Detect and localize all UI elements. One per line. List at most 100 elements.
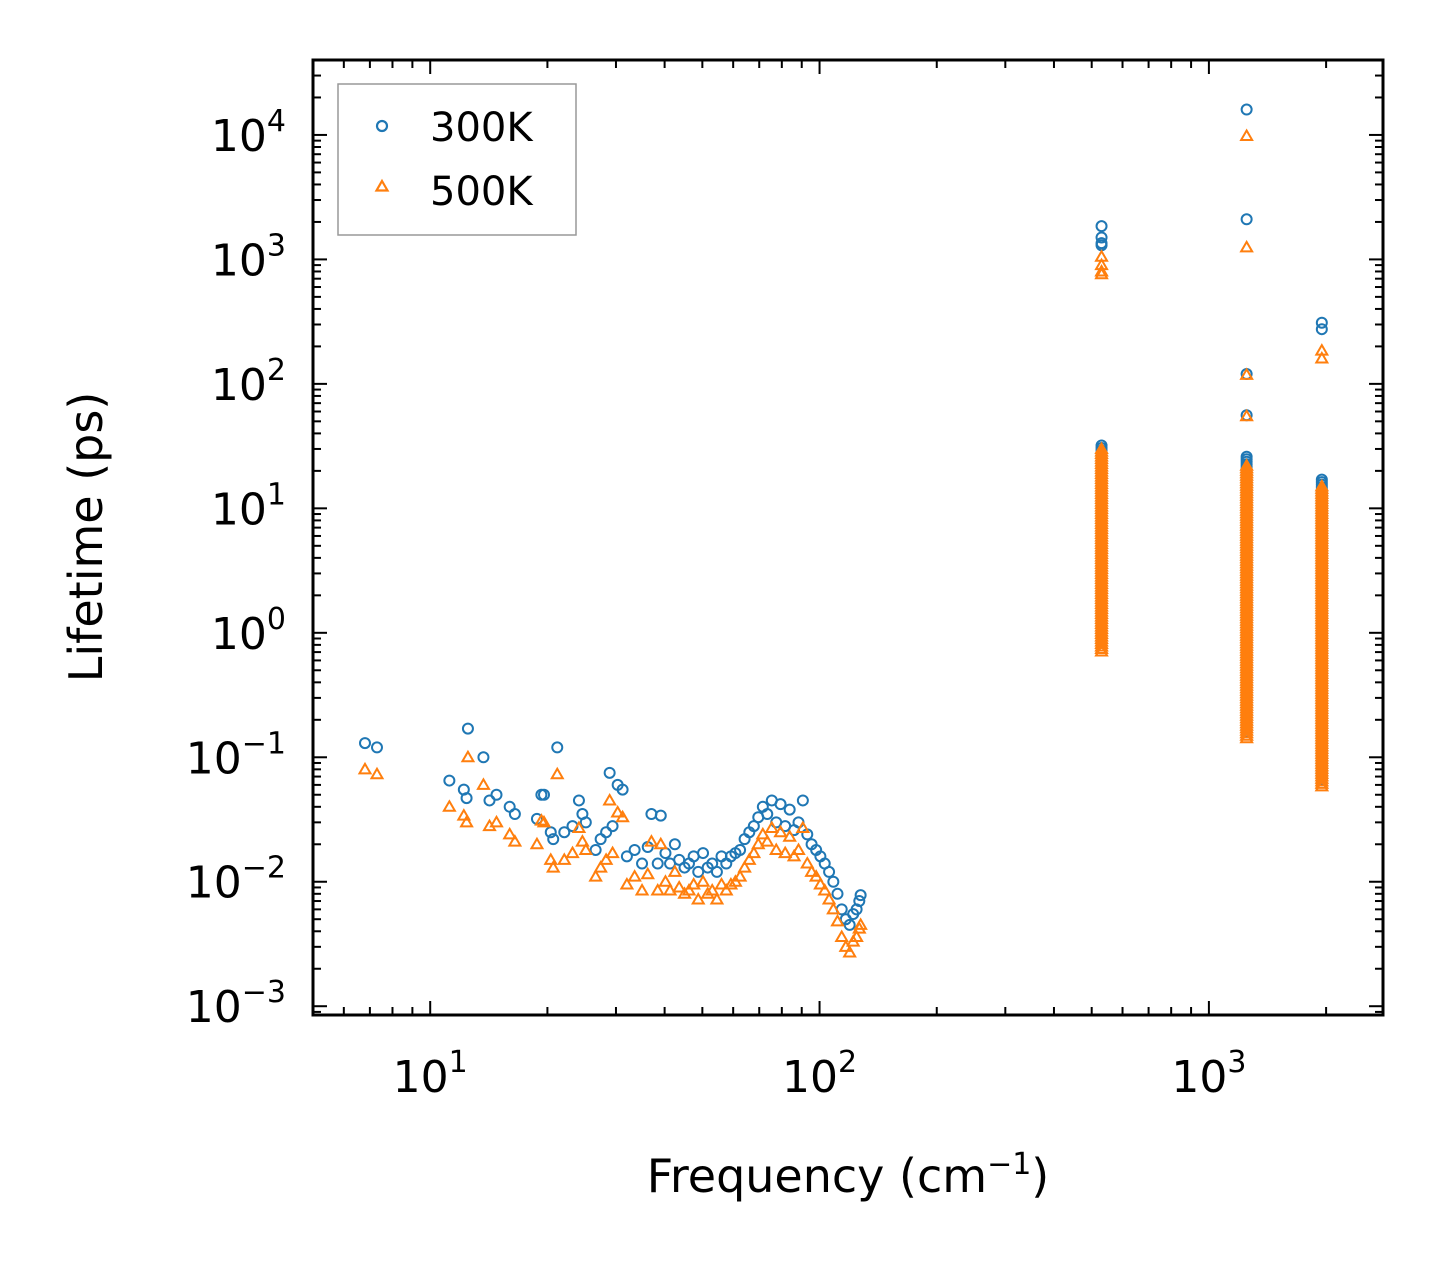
data-point bbox=[817, 883, 832, 896]
data-point bbox=[697, 847, 710, 860]
outlier-point bbox=[1095, 220, 1108, 233]
band-point bbox=[1239, 725, 1254, 739]
data-point bbox=[719, 883, 734, 896]
data-point bbox=[659, 847, 672, 860]
data-point bbox=[782, 829, 797, 842]
data-point bbox=[662, 883, 678, 896]
data-point bbox=[502, 826, 517, 840]
data-point bbox=[823, 865, 836, 878]
data-point bbox=[732, 869, 748, 882]
data-point bbox=[603, 766, 616, 779]
tick-labels: 101 102 103 10−3 10−2 10−1 100 101 102 103 104 bbox=[186, 104, 1247, 1103]
data-point bbox=[627, 869, 642, 882]
data-point bbox=[508, 808, 521, 821]
data-point bbox=[853, 917, 868, 930]
data-point bbox=[460, 749, 476, 763]
data-point bbox=[529, 836, 545, 850]
data-point bbox=[710, 865, 723, 878]
data-point bbox=[507, 834, 523, 847]
data-point bbox=[593, 860, 608, 873]
data-point bbox=[795, 820, 811, 834]
data-point bbox=[461, 722, 474, 735]
data-point bbox=[704, 883, 720, 896]
data-point bbox=[673, 853, 686, 866]
data-point bbox=[826, 901, 841, 915]
outlier-point bbox=[1239, 367, 1254, 380]
data-point bbox=[796, 794, 809, 807]
data-point bbox=[774, 798, 787, 811]
data-point bbox=[477, 751, 490, 764]
data-point bbox=[589, 843, 602, 856]
data-point bbox=[834, 929, 849, 942]
data-point bbox=[667, 864, 683, 877]
band-point bbox=[1094, 643, 1109, 657]
data-point bbox=[804, 864, 819, 877]
data-point bbox=[677, 886, 692, 899]
data-point bbox=[640, 866, 655, 880]
data-point bbox=[442, 799, 457, 812]
x-tick-label: 102 bbox=[782, 1045, 857, 1103]
data-point bbox=[853, 895, 866, 908]
outlier-point bbox=[1095, 231, 1108, 244]
data-point bbox=[654, 809, 667, 822]
x-axis-title: Frequency (cm−1) bbox=[647, 1147, 1050, 1203]
data-point bbox=[534, 813, 549, 826]
legend-marker-500k bbox=[374, 178, 390, 192]
data-point bbox=[742, 852, 757, 865]
data-point bbox=[545, 860, 561, 873]
data-point bbox=[602, 792, 617, 806]
data-point bbox=[761, 808, 774, 821]
data-point bbox=[358, 737, 371, 750]
data-point bbox=[854, 889, 867, 902]
outlier-point bbox=[1240, 103, 1253, 116]
series-500K bbox=[357, 128, 1330, 958]
legend: 300K 500K bbox=[337, 83, 577, 236]
band-point bbox=[1239, 730, 1254, 744]
data-point bbox=[764, 820, 780, 834]
data-point bbox=[831, 887, 844, 900]
data-point bbox=[650, 883, 665, 896]
data-point bbox=[768, 842, 784, 855]
x-tick-label: 101 bbox=[393, 1045, 468, 1103]
data-point bbox=[842, 945, 857, 958]
data-point bbox=[557, 852, 572, 865]
data-point bbox=[537, 788, 550, 801]
data-point bbox=[700, 886, 715, 899]
y-tick-label: 101 bbox=[211, 477, 286, 535]
legend-marker-300k bbox=[375, 119, 389, 133]
plot-frame bbox=[311, 58, 1385, 1017]
legend-label-300k: 300K bbox=[430, 105, 534, 151]
data-point bbox=[489, 814, 504, 828]
outlier-point bbox=[1314, 350, 1330, 364]
data-point bbox=[610, 805, 625, 818]
data-point bbox=[594, 833, 607, 846]
data-point bbox=[821, 892, 837, 905]
data-point bbox=[578, 842, 594, 855]
data-point bbox=[543, 852, 558, 865]
data-point bbox=[558, 826, 571, 839]
data-point bbox=[634, 883, 650, 896]
data-point bbox=[755, 826, 771, 840]
y-tick-label: 10−3 bbox=[186, 975, 286, 1033]
data-point bbox=[620, 850, 633, 863]
x-tick-label: 103 bbox=[1171, 1045, 1246, 1103]
data-point bbox=[777, 845, 793, 859]
data-point bbox=[827, 875, 840, 888]
data-point bbox=[550, 766, 565, 780]
data-point bbox=[575, 834, 590, 847]
outlier-point bbox=[1094, 263, 1109, 277]
data-point bbox=[547, 833, 560, 846]
data-point bbox=[751, 836, 766, 850]
data-point bbox=[357, 761, 373, 775]
data-point bbox=[644, 834, 659, 847]
data-point bbox=[476, 777, 491, 790]
band-point bbox=[1094, 636, 1109, 649]
outlier-point bbox=[1239, 128, 1254, 142]
data-point bbox=[653, 836, 669, 850]
data-point bbox=[658, 874, 673, 887]
data-point bbox=[645, 808, 658, 821]
data-point bbox=[615, 809, 630, 823]
data-point bbox=[668, 838, 681, 851]
band-point bbox=[1314, 773, 1330, 787]
data-point bbox=[849, 929, 864, 942]
